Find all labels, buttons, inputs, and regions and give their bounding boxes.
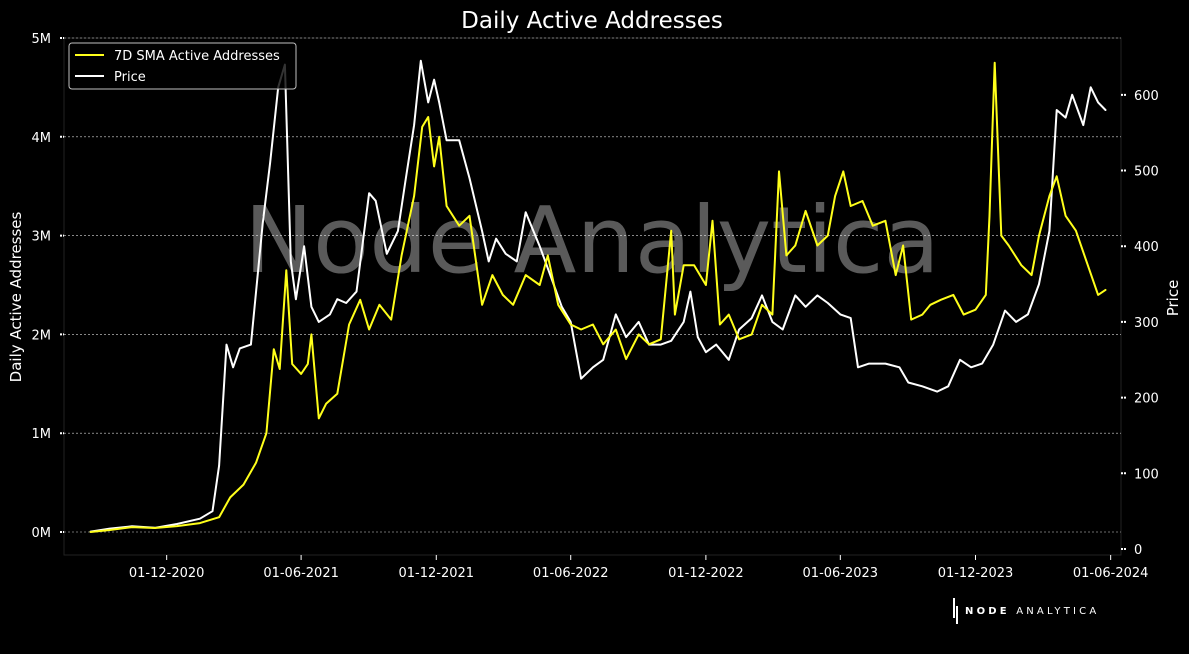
y2-tick-label: 100	[1134, 467, 1159, 482]
brand-text-light: ANALYTICA	[1016, 605, 1100, 617]
plot-frame	[63, 37, 1122, 556]
y-axis-label: Daily Active Addresses	[7, 211, 25, 382]
chart-title: Daily Active Addresses	[461, 8, 723, 34]
series-line-active-addresses	[89, 61, 1107, 533]
x-axis-ticks: 01-12-2020 01-06-2021 01-12-2021 01-06-2022…	[129, 555, 1149, 581]
y2-tick-label: 500	[1134, 165, 1159, 180]
legend-box	[68, 42, 297, 90]
series-layer	[89, 59, 1107, 533]
grid	[63, 37, 1122, 556]
x-tick-label: 01-12-2023	[938, 566, 1014, 580]
watermark: Node Analytica	[244, 187, 940, 294]
y2-tick-label: 0	[1134, 543, 1142, 558]
y-tick-label: 3M	[32, 230, 52, 245]
x-tick-label: 01-12-2020	[129, 566, 205, 580]
brand-text: NODE ANALYTICA	[965, 606, 1099, 617]
legend-label-addresses: 7D SMA Active Addresses	[114, 49, 280, 64]
y-tick-label: 4M	[32, 131, 52, 146]
y2-axis-ticks: 0 100 200 300 400 500 600	[1121, 89, 1159, 558]
legend: 7D SMA Active Addresses Price	[68, 42, 297, 90]
y-tick-label: 1M	[32, 427, 52, 442]
brand-mark-icon	[953, 598, 958, 624]
y-tick-label: 2M	[32, 328, 52, 343]
x-tick-label: 01-06-2024	[1073, 566, 1149, 580]
y2-tick-label: 400	[1134, 240, 1159, 255]
brand-text-bold: NODE	[965, 605, 1010, 617]
x-tick-label: 01-06-2021	[263, 566, 339, 580]
series-line-price	[89, 59, 1107, 533]
brand-logo: NODE ANALYTICA	[953, 598, 1099, 624]
y2-tick-label: 600	[1134, 89, 1159, 104]
y2-tick-label: 300	[1134, 316, 1159, 331]
x-tick-label: 01-06-2023	[803, 566, 879, 580]
x-tick-label: 01-12-2022	[668, 566, 744, 580]
x-tick-label: 01-12-2021	[398, 566, 474, 580]
legend-label-price: Price	[114, 70, 146, 85]
y-tick-label: 0M	[32, 526, 52, 541]
y2-tick-label: 200	[1134, 392, 1159, 407]
y-tick-label: 5M	[32, 32, 52, 47]
x-tick-label: 01-06-2022	[533, 566, 609, 580]
y-axis-ticks: 0M 1M 2M 3M 4M 5M	[32, 32, 64, 541]
line-chart: Node Analytica Daily Active Addresses Da…	[7, 8, 1182, 581]
y2-axis-label: Price	[1164, 280, 1182, 317]
